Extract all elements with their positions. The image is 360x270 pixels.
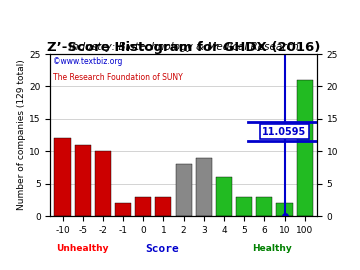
Bar [196, 158, 212, 216]
Y-axis label: Number of companies (129 total): Number of companies (129 total) [17, 60, 26, 210]
Bar [135, 197, 151, 216]
Text: 11.0595: 11.0595 [262, 127, 307, 137]
Bar [95, 151, 111, 216]
Text: Industry: Biotechnology & Medical Research: Industry: Biotechnology & Medical Resear… [69, 42, 298, 52]
Bar [156, 197, 171, 216]
Bar [176, 164, 192, 216]
Bar [256, 197, 273, 216]
Bar [297, 80, 313, 216]
Bar [75, 145, 91, 216]
Text: Score: Score [145, 244, 179, 254]
Bar [276, 203, 293, 216]
Text: The Research Foundation of SUNY: The Research Foundation of SUNY [53, 73, 183, 82]
Bar [236, 197, 252, 216]
Bar [216, 177, 232, 216]
Bar [54, 138, 71, 216]
Text: Healthy: Healthy [252, 244, 291, 252]
Text: ©www.textbiz.org: ©www.textbiz.org [53, 57, 122, 66]
Title: Z’-Score Histogram for GHDX (2016): Z’-Score Histogram for GHDX (2016) [47, 41, 320, 54]
Bar [115, 203, 131, 216]
Text: Unhealthy: Unhealthy [56, 244, 109, 252]
